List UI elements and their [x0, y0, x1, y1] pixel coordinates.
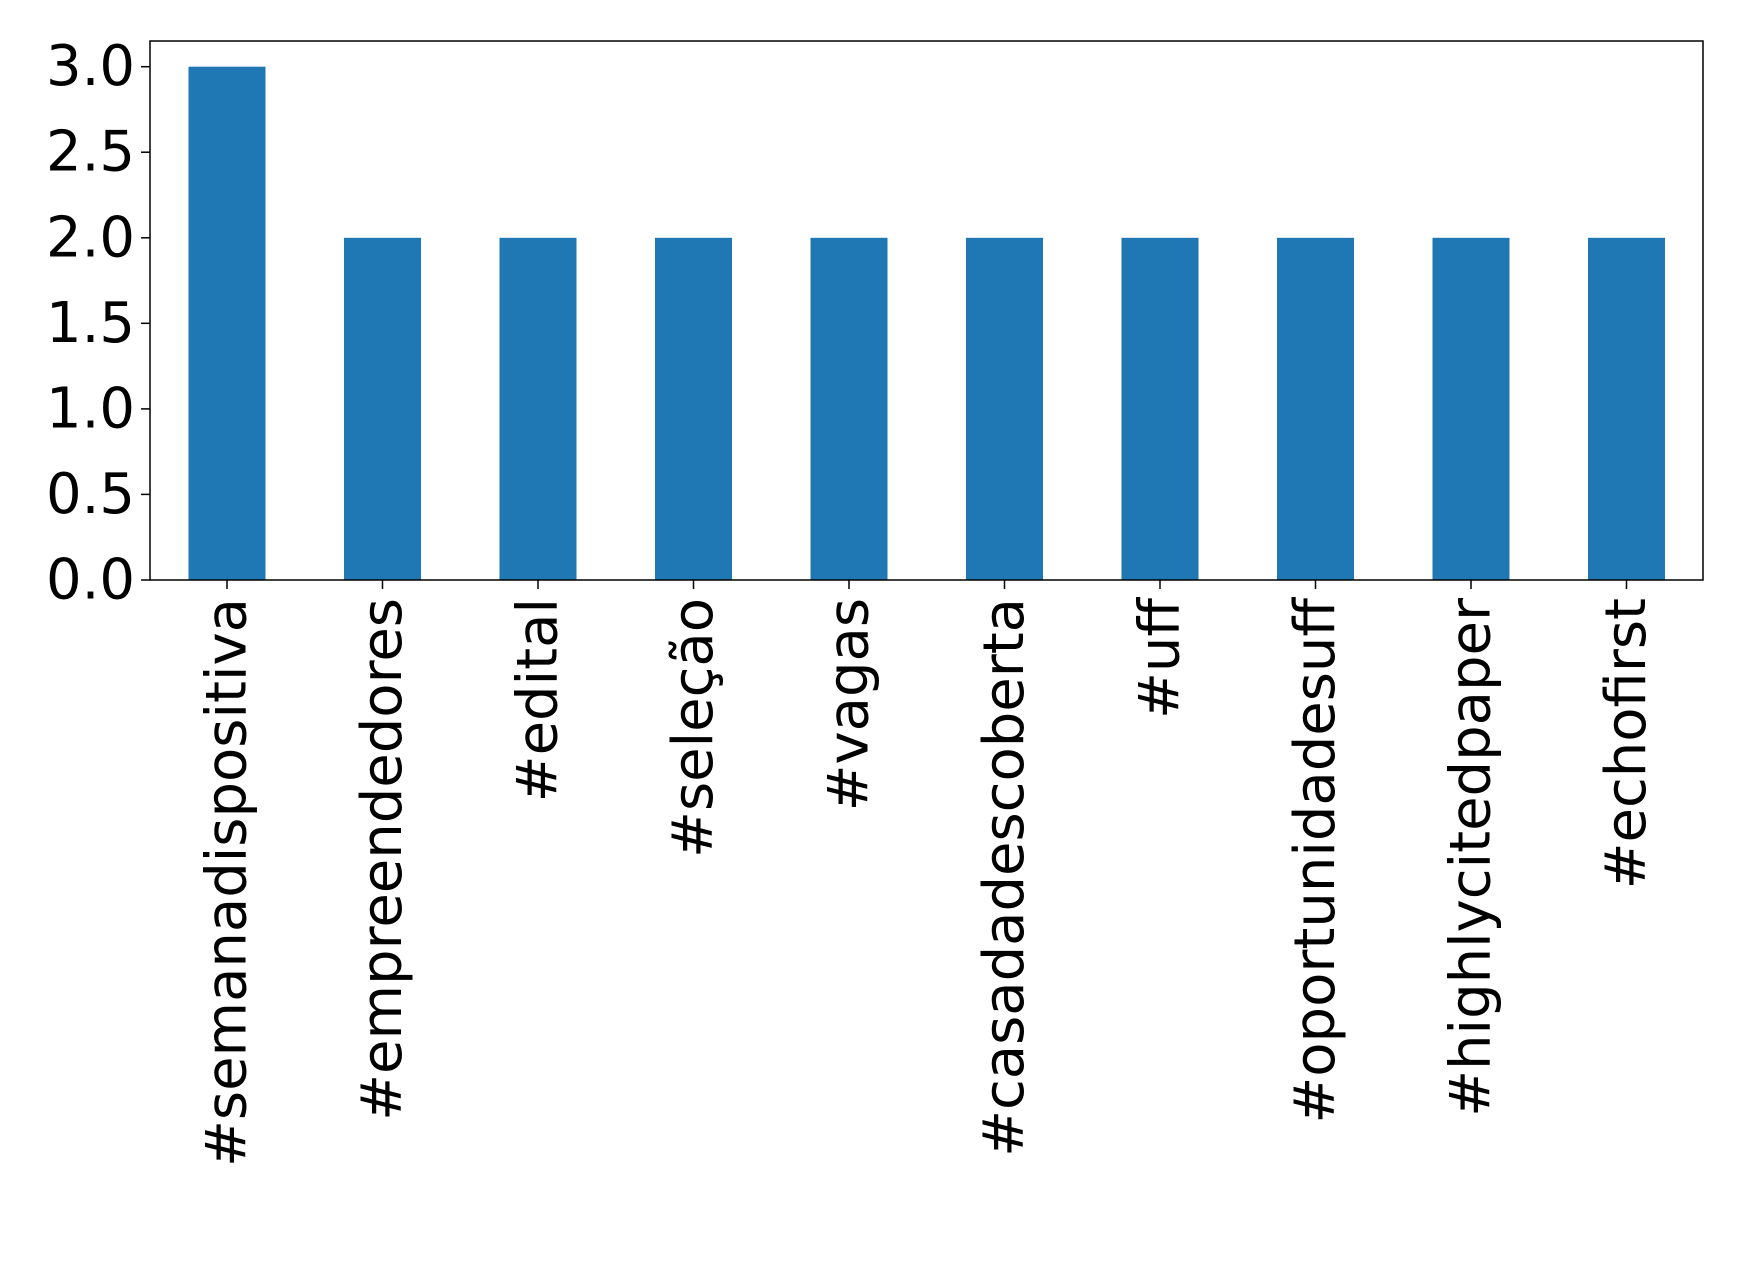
x-tick-label: #edital	[506, 598, 571, 802]
bar	[188, 66, 266, 580]
y-axis: 0.0 0.5 1.0 1.5 2.0 2.5 3.0	[46, 34, 150, 613]
bar	[1588, 237, 1665, 581]
x-axis: #semanadispositiva #empreendedores #edital…	[195, 580, 1659, 1167]
y-tick-label: 2.5	[46, 120, 135, 185]
bar	[966, 237, 1043, 581]
bar	[655, 237, 732, 581]
x-tick-label: #seleção	[661, 598, 726, 858]
x-tick-label: #highlycitedpaper	[1439, 597, 1504, 1117]
bar	[344, 237, 421, 581]
x-tick-label: #empreendedores	[350, 598, 415, 1121]
bar	[1432, 237, 1510, 581]
x-tick-label: #semanadispositiva	[195, 598, 260, 1167]
bar	[810, 237, 888, 581]
y-tick-label: 0.0	[46, 548, 135, 613]
y-tick-label: 0.5	[46, 462, 135, 527]
bars-layer	[188, 66, 1665, 581]
x-tick-label: #vagas	[817, 598, 882, 811]
y-tick-label: 2.0	[46, 205, 135, 270]
x-tick-label: #uff	[1128, 597, 1193, 719]
y-tick-label: 1.0	[46, 376, 135, 441]
y-tick-label: 1.5	[46, 291, 135, 356]
bar	[1277, 237, 1354, 581]
plot-frame	[149, 40, 1704, 581]
x-tick-label: #casadadescoberta	[972, 598, 1037, 1157]
x-tick-label: #oportunidadesuff	[1283, 597, 1348, 1124]
bar	[1121, 237, 1199, 581]
bar	[499, 237, 577, 581]
y-tick-label: 3.0	[46, 34, 135, 99]
x-tick-label: #echofirst	[1594, 598, 1659, 889]
